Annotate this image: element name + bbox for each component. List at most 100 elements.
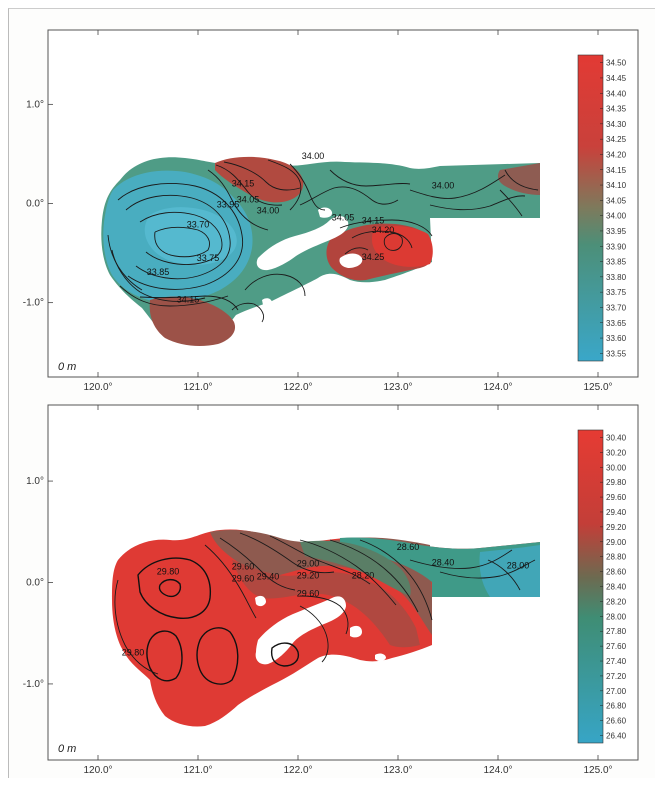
depth-label: 0 m	[58, 743, 76, 755]
colorbar-labels: 30.40 30.20 30.00 29.80 29.60 29.40 29.20 29.00…	[600, 433, 627, 741]
colorbar-label: 29.40	[606, 508, 627, 517]
colorbar-label: 33.80	[606, 273, 627, 282]
y-tick-label: -1.0°	[23, 298, 44, 309]
temperature-colorbar: 30.40 30.20 30.00 29.80 29.60 29.40 29.20 29.00…	[577, 429, 627, 744]
land-islet-2	[318, 207, 333, 218]
colorbar-labels: 34.50 34.45 34.40 34.35 34.30 34.25 34.20 34.15…	[600, 59, 627, 358]
colorbar-label: 34.35	[606, 105, 627, 114]
contour-label: 28.60	[397, 542, 420, 552]
colorbar-label: 34.50	[606, 59, 627, 68]
colorbar-label: 34.30	[606, 120, 627, 129]
contour-label: 29.60	[232, 573, 255, 583]
x-tick-label: 122.0°	[283, 765, 312, 776]
contour-label: 29.40	[257, 571, 280, 581]
high-salinity-east	[497, 163, 540, 195]
contour-label: 29.60	[297, 589, 320, 599]
x-tick-label: 124.0°	[483, 382, 512, 393]
x-tick-label: 124.0°	[483, 765, 512, 776]
salinity-panel: 34.1533.8533.7533.7033.9534.0534.0034.15…	[23, 29, 639, 393]
contour-label: 34.00	[257, 205, 280, 215]
y-axis-ticks: 1.0° 0.0° -1.0°	[23, 99, 53, 309]
colorbar-label: 29.80	[606, 478, 627, 487]
y-axis-ticks: 1.0° 0.0° -1.0°	[23, 476, 53, 690]
x-tick-label: 125.0°	[583, 765, 612, 776]
contour-label: 34.25	[362, 252, 385, 262]
high-salinity-north	[215, 156, 304, 203]
colorbar-label: 33.90	[606, 242, 627, 251]
colorbar-label: 33.85	[606, 258, 627, 267]
colorbar-label: 33.95	[606, 227, 627, 236]
land-islet-3	[375, 653, 386, 662]
x-tick-label: 120.0°	[83, 382, 112, 393]
x-tick-label: 122.0°	[283, 382, 312, 393]
colorbar-label: 29.00	[606, 538, 627, 547]
x-axis-ticks: 120.0° 121.0° 122.0° 123.0° 124.0° 125.0°	[83, 405, 613, 776]
colorbar-label: 30.20	[606, 448, 627, 457]
x-tick-label: 125.0°	[583, 382, 612, 393]
colorbar-label: 29.60	[606, 493, 627, 502]
colorbar-label: 27.60	[606, 642, 627, 651]
y-tick-label: 1.0°	[26, 99, 44, 110]
colorbar-label: 34.45	[606, 74, 627, 83]
x-axis-ticks: 120.0° 121.0° 122.0° 123.0° 124.0° 125.0°	[83, 30, 613, 393]
colorbar-label: 28.00	[606, 612, 627, 621]
contour-label: 34.20	[372, 225, 395, 235]
contour-label: 34.15	[177, 295, 200, 305]
y-tick-label: 0.0°	[26, 578, 44, 589]
colorbar-label: 34.10	[606, 181, 627, 190]
colorbar-label: 34.15	[606, 166, 627, 175]
x-tick-label: 121.0°	[183, 382, 212, 393]
colorbar-label: 33.75	[606, 288, 627, 297]
colorbar-label: 33.65	[606, 319, 627, 328]
salinity-colorbar: 34.50 34.45 34.40 34.35 34.30 34.25 34.20 34.15…	[577, 54, 627, 362]
colorbar-label: 26.80	[606, 702, 627, 711]
colorbar-label: 28.80	[606, 553, 627, 562]
colorbar-label: 33.60	[606, 334, 627, 343]
land-sulawesi	[256, 216, 349, 271]
contour-label: 28.20	[352, 570, 375, 580]
contour-label: 34.15	[362, 215, 385, 225]
contour-label: 34.00	[302, 151, 325, 161]
colorbar-label: 26.40	[606, 732, 627, 741]
depth-label: 0 m	[58, 361, 76, 373]
y-tick-label: 0.0°	[26, 199, 44, 210]
contour-label: 34.00	[432, 181, 455, 191]
colorbar-label: 34.05	[606, 196, 627, 205]
contour-label: 29.00	[297, 558, 320, 568]
colorbar-label: 28.20	[606, 597, 627, 606]
colorbar-label: 27.80	[606, 627, 627, 636]
colorbar-label: 34.00	[606, 212, 627, 221]
contour-label: 34.15	[232, 179, 255, 189]
contour-label: 33.70	[187, 219, 210, 229]
colorbar-label: 33.55	[606, 349, 627, 358]
cool-mid	[300, 540, 411, 596]
contour-label: 29.60	[232, 561, 255, 571]
land-islet-2	[255, 595, 266, 607]
colorbar-gradient	[577, 429, 604, 744]
colorbar-label: 27.40	[606, 657, 627, 666]
contour-label: 29.80	[122, 648, 145, 658]
colorbar-label: 27.00	[606, 687, 627, 696]
colorbar-label: 30.00	[606, 463, 627, 472]
contour-label: 34.05	[332, 212, 355, 222]
x-tick-label: 123.0°	[383, 765, 412, 776]
contour-label: 34.05	[237, 195, 260, 205]
colorbar-label: 33.70	[606, 303, 627, 312]
colorbar-label: 34.25	[606, 135, 627, 144]
land-sulawesi	[255, 596, 346, 665]
land-islet-1	[350, 625, 362, 638]
land-islet-3	[262, 298, 272, 307]
contour-label: 29.80	[157, 566, 180, 576]
y-tick-label: 1.0°	[26, 476, 44, 487]
x-tick-label: 123.0°	[383, 382, 412, 393]
contour-label: 28.00	[507, 560, 530, 570]
colorbar-gradient	[577, 54, 604, 362]
colorbar-label: 28.40	[606, 583, 627, 592]
colorbar-label: 34.20	[606, 150, 627, 159]
contour-label: 28.40	[432, 557, 455, 567]
contour-label: 33.75	[197, 253, 220, 263]
salinity-contour-labels: 34.1533.8533.7533.7033.9534.0534.0034.15…	[147, 151, 455, 305]
salinity-contours	[107, 159, 539, 323]
